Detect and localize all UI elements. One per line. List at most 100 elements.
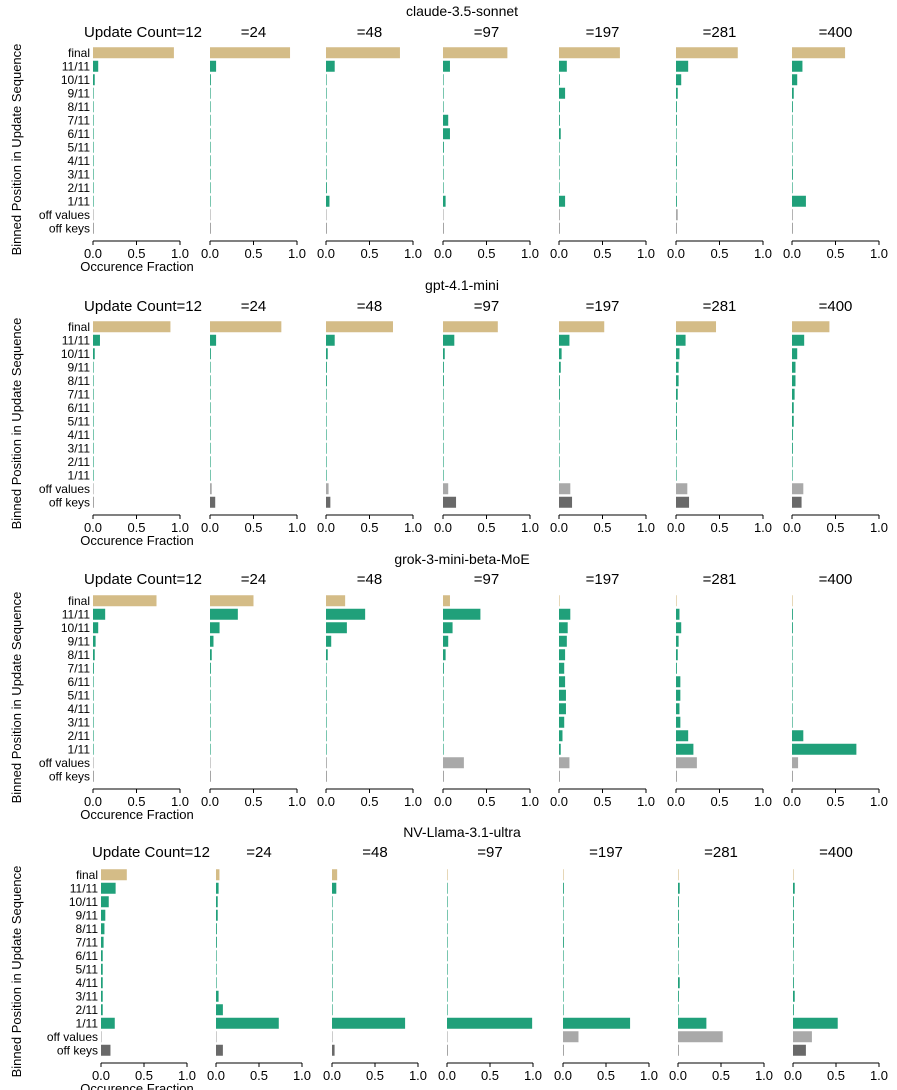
bar [792, 716, 793, 728]
bar [443, 635, 449, 647]
subplot-row-1: gpt-4.1-mini Binned Position in Update Se… [9, 277, 888, 548]
x-tick-label: 1.0 [870, 520, 888, 535]
bar [93, 195, 94, 207]
category-label: 4/11 [68, 428, 91, 442]
category-label: 1/11 [68, 468, 91, 482]
bar [93, 770, 94, 782]
panel-5: =281 0.0 0.5 1.0 [667, 298, 772, 535]
bar [447, 936, 448, 948]
panel-6: =400 0.0 0.5 1.0 [783, 571, 888, 809]
bar [210, 496, 216, 508]
bar [326, 209, 327, 221]
bar [93, 730, 94, 742]
bar [559, 402, 560, 414]
bar [93, 442, 94, 454]
x-tick-label: 1.0 [870, 1068, 888, 1083]
x-tick-label: 0.0 [84, 246, 102, 261]
bar [559, 114, 560, 126]
panel-2: =48 0.0 0.5 1.0 [323, 844, 427, 1083]
bar [676, 770, 677, 782]
bar [326, 608, 366, 620]
x-tick-label: 0.5 [127, 794, 145, 809]
bar [210, 361, 211, 373]
bar [93, 676, 94, 688]
x-tick-label: 0.5 [481, 1068, 499, 1083]
bar [210, 128, 211, 140]
x-tick-label: 0.5 [360, 246, 378, 261]
bar [210, 743, 211, 755]
bar [93, 662, 94, 674]
bar [93, 375, 94, 387]
model-title: claude-3.5-sonnet [406, 3, 518, 19]
x-tick-label: 0.5 [710, 794, 728, 809]
bar [443, 703, 444, 715]
bar [676, 128, 677, 140]
bar [678, 950, 679, 962]
x-tick-label: 0.5 [360, 520, 378, 535]
bar [93, 87, 94, 99]
bar [332, 950, 333, 962]
bar [443, 743, 444, 755]
panel-title: =24 [241, 24, 266, 41]
bar [792, 361, 796, 373]
x-tick-label: 0.0 [434, 794, 452, 809]
x-tick-label: 0.5 [244, 246, 262, 261]
bar [326, 622, 347, 634]
x-tick-label: 0.5 [593, 520, 611, 535]
bar [792, 222, 793, 234]
bar [443, 128, 450, 140]
bar [447, 882, 448, 894]
bar [443, 622, 453, 634]
bar [559, 662, 565, 674]
bar [332, 1044, 335, 1056]
bar [443, 60, 450, 72]
bar [210, 469, 211, 481]
bar [443, 757, 464, 769]
bar [326, 334, 335, 346]
bar [563, 869, 564, 881]
category-label: off keys [49, 495, 90, 509]
category-label: 6/11 [76, 949, 99, 963]
bar [332, 869, 338, 881]
x-tick-label: 0.0 [438, 1068, 456, 1083]
panel-title: =400 [819, 571, 853, 588]
x-tick-label: 1.0 [870, 794, 888, 809]
bar [326, 402, 327, 414]
panel-title: =24 [241, 571, 266, 588]
x-tick-label: 0.0 [201, 246, 219, 261]
bar [792, 689, 793, 701]
bar [443, 716, 444, 728]
bar [559, 334, 570, 346]
bar [93, 402, 94, 414]
bar [326, 321, 393, 333]
bar [326, 47, 400, 59]
bar [326, 483, 329, 495]
bar [443, 429, 444, 441]
panel-title: =97 [474, 24, 499, 41]
bar [216, 1017, 279, 1029]
bar [678, 963, 679, 975]
bar [93, 689, 94, 701]
bar [326, 456, 327, 468]
bar [676, 483, 688, 495]
bar [559, 703, 566, 715]
x-tick-label: 0.0 [323, 1068, 341, 1083]
bar [792, 348, 798, 360]
bar [792, 442, 793, 454]
bar [447, 869, 448, 881]
bar [326, 361, 327, 373]
category-label: 6/11 [68, 675, 91, 689]
bar [792, 743, 857, 755]
bar [326, 168, 327, 180]
bar [792, 141, 793, 153]
bar [93, 635, 96, 647]
category-label: final [68, 320, 90, 334]
bar [563, 923, 564, 935]
bar [559, 375, 560, 387]
bar [792, 770, 793, 782]
bar [678, 923, 679, 935]
bar [93, 388, 94, 400]
panel-title: Update Count=12 [84, 298, 202, 315]
bar [447, 977, 448, 989]
bar [559, 770, 560, 782]
